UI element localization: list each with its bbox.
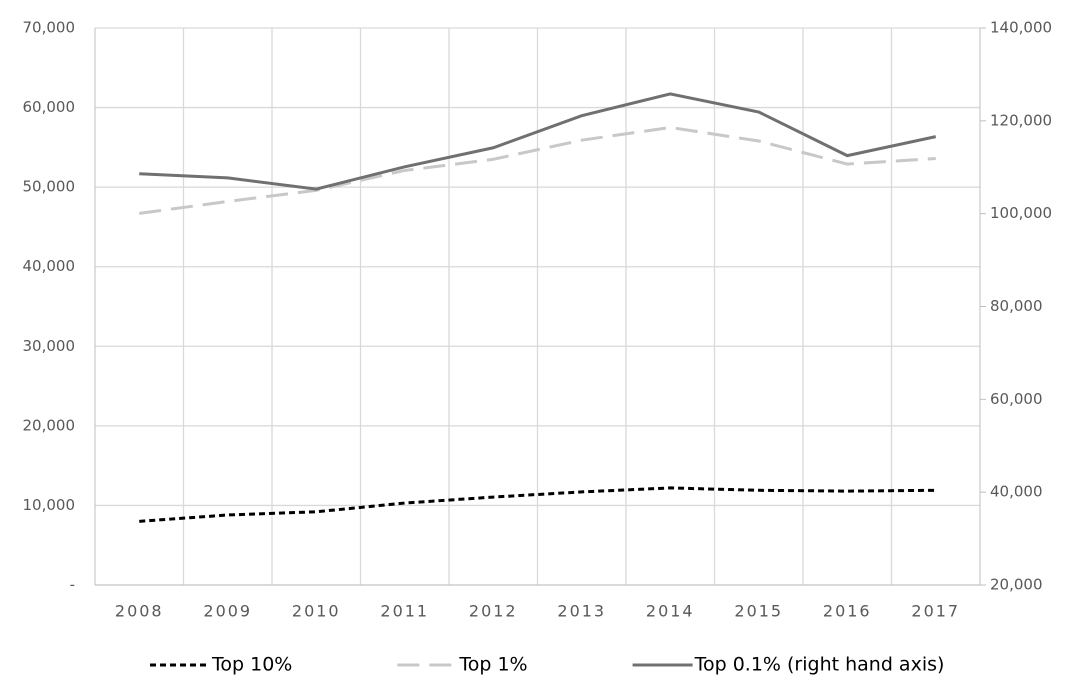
x-tick-label: 2011 xyxy=(380,602,429,621)
y-tick-label: 10,000 xyxy=(23,496,76,514)
x-tick-label: 2009 xyxy=(203,602,252,621)
y2-tick-label: 100,000 xyxy=(990,204,1052,222)
legend-label: Top 0.1% (right hand axis) xyxy=(694,654,945,676)
y2-tick-label: 20,000 xyxy=(990,576,1043,594)
x-tick-label: 2017 xyxy=(911,602,960,621)
y-tick-label: 30,000 xyxy=(23,337,76,355)
y-tick-label: 70,000 xyxy=(23,19,76,37)
y2-tick-label: 120,000 xyxy=(990,111,1052,129)
series-line xyxy=(139,486,936,523)
legend-label: Top 10% xyxy=(211,654,292,676)
y-tick-label: 50,000 xyxy=(23,178,76,196)
series-line xyxy=(139,92,937,191)
y2-tick-label: 80,000 xyxy=(990,297,1043,315)
y2-tick-label: 140,000 xyxy=(990,19,1052,37)
y2-tick-label: 60,000 xyxy=(990,390,1043,408)
x-tick-label: 2008 xyxy=(115,602,164,621)
x-tick-label: 2014 xyxy=(646,602,695,621)
x-tick-label: 2013 xyxy=(557,602,606,621)
x-tick-label: 2010 xyxy=(292,602,341,621)
y-tick-label: 20,000 xyxy=(23,416,76,434)
legend-label: Top 1% xyxy=(458,654,527,676)
y-tick-label: 60,000 xyxy=(23,98,76,116)
x-tick-label: 2012 xyxy=(469,602,518,621)
x-tick-label: 2015 xyxy=(734,602,783,621)
y-tick-label: - xyxy=(70,576,75,594)
y2-tick-label: 40,000 xyxy=(990,483,1043,501)
x-tick-label: 2016 xyxy=(823,602,872,621)
series-line xyxy=(139,125,936,215)
y-tick-label: 40,000 xyxy=(23,257,76,275)
